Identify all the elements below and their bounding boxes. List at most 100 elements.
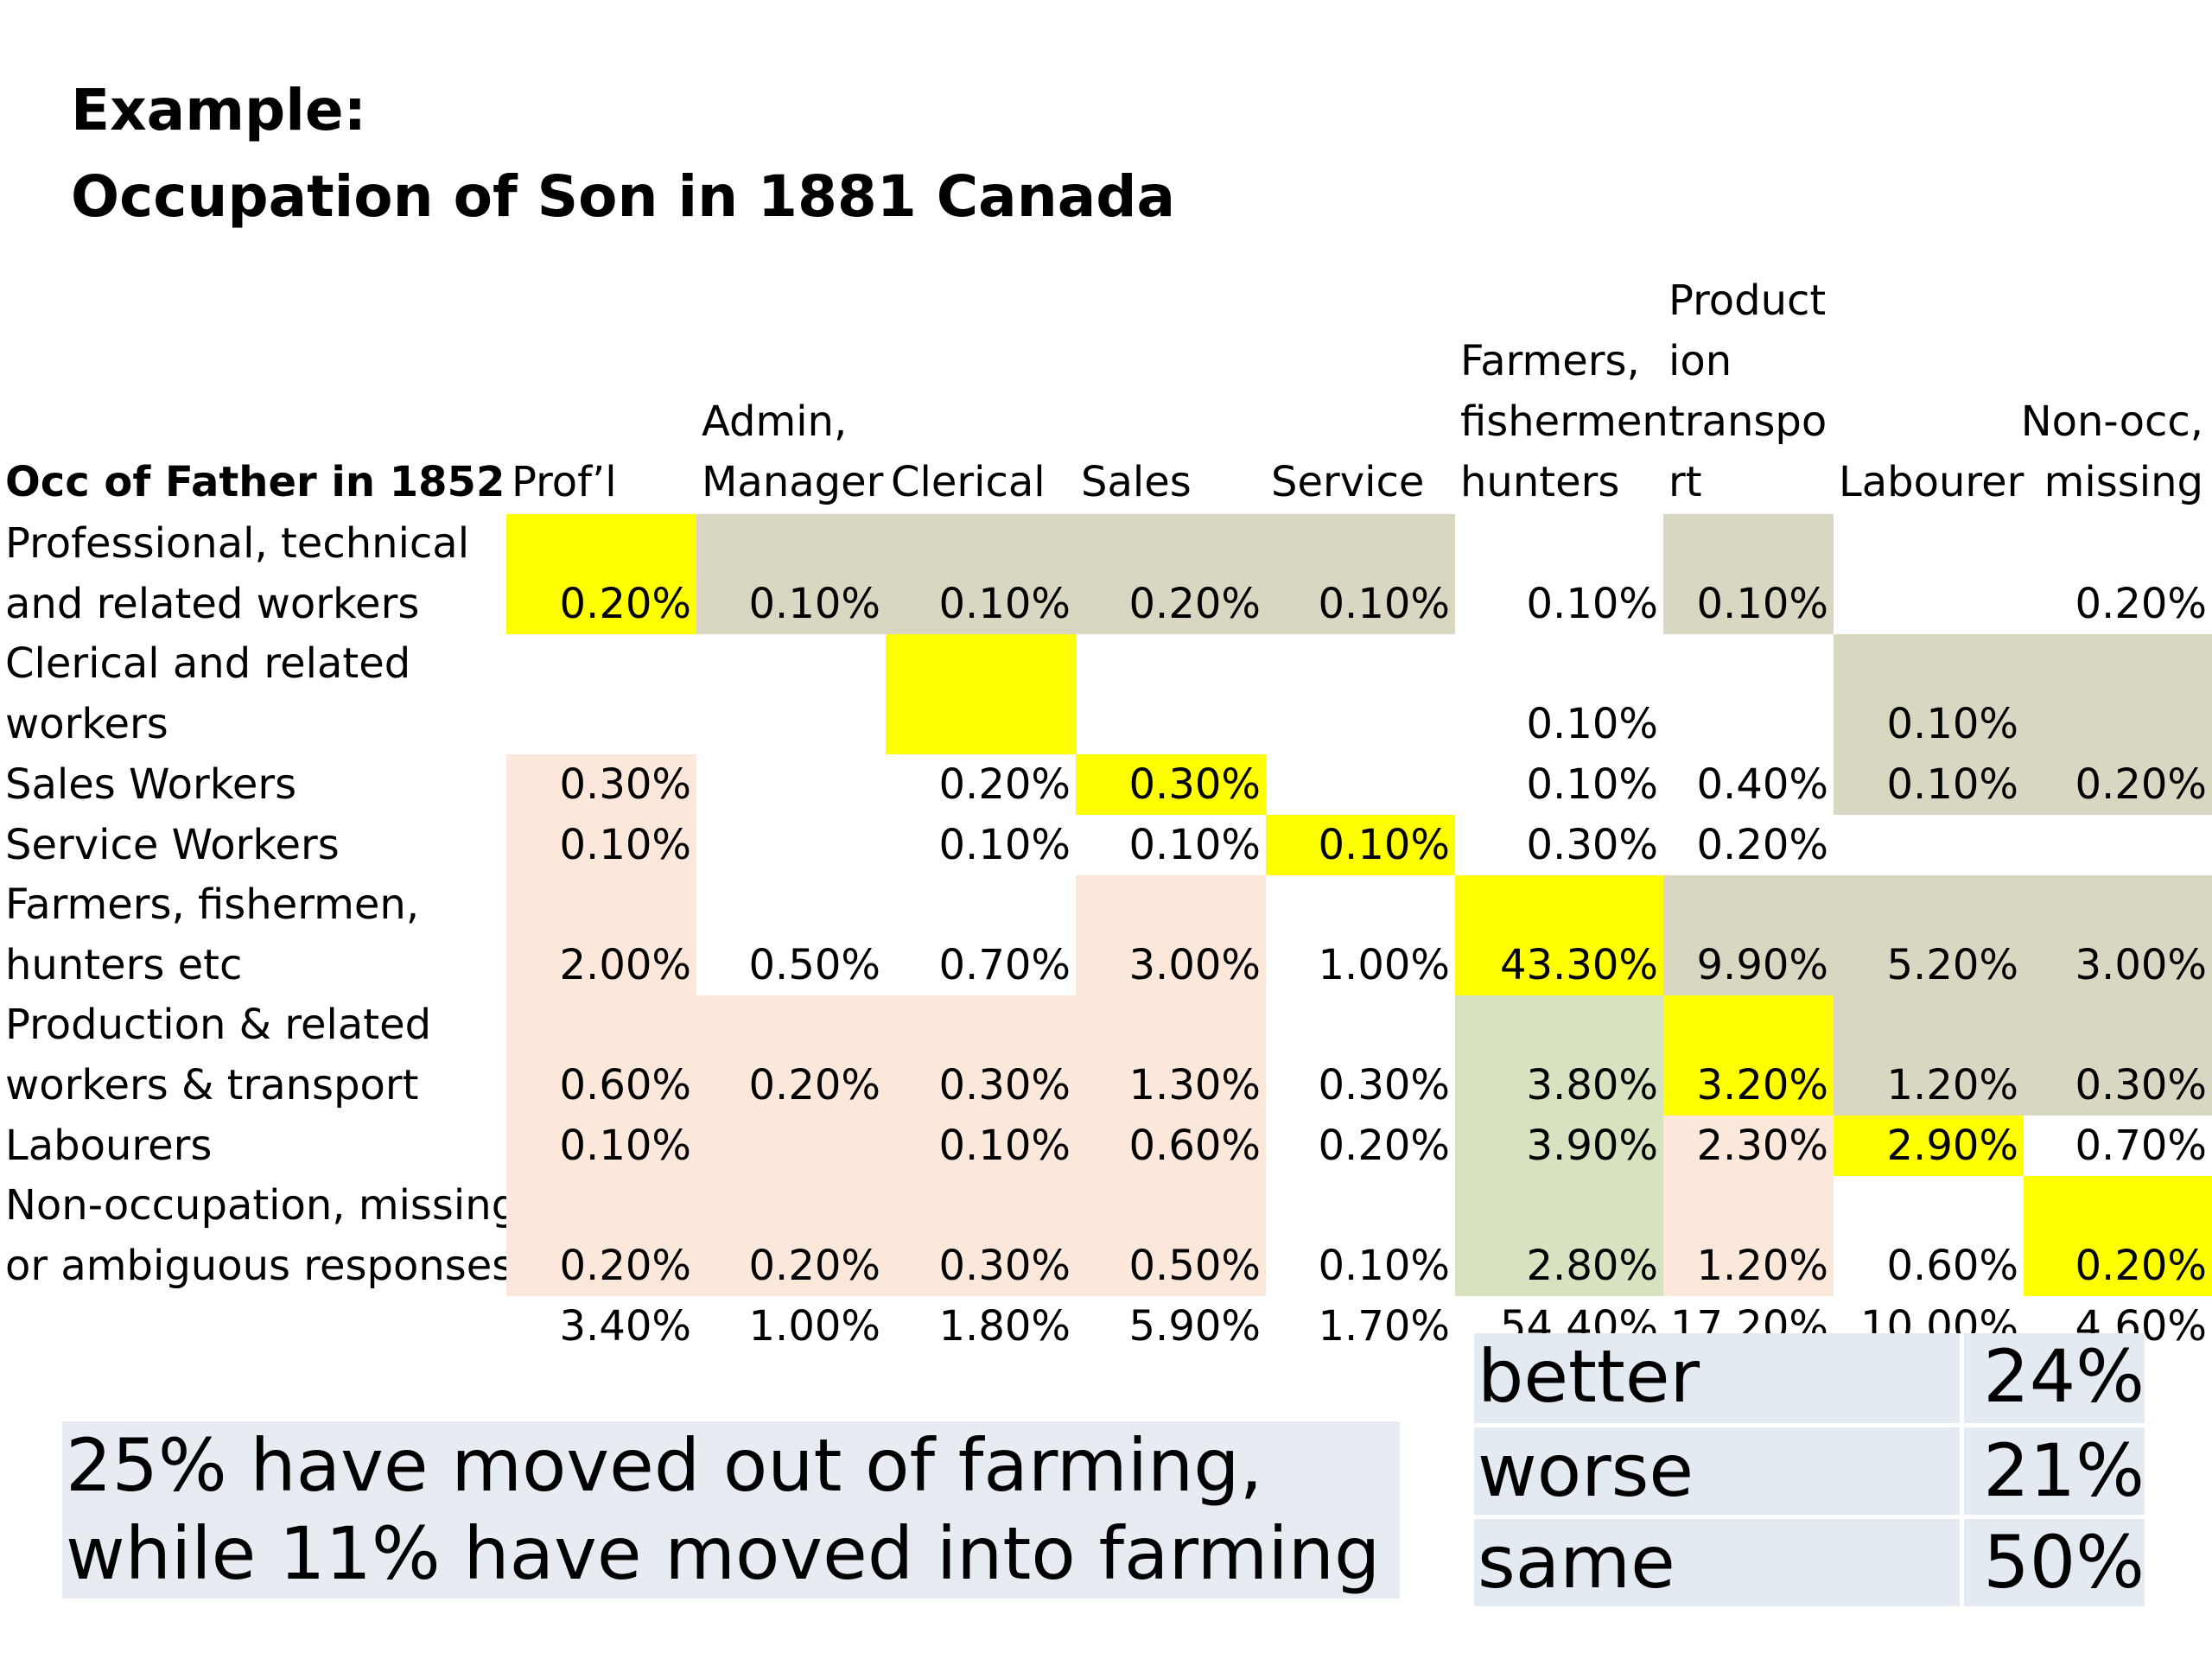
row-label-line: Farmers, fishermen, (5, 880, 420, 929)
stats-row-better: better 24% (1474, 1333, 2145, 1421)
stat-label: worse (1478, 1428, 1694, 1513)
table-cell: 0.20% (1266, 1116, 1455, 1176)
table-cell: 0.70% (2024, 1116, 2212, 1176)
table-cell: 9.90% (1663, 875, 1834, 995)
stat-label: better (1478, 1334, 1700, 1419)
row-label-lines: Labourers (5, 1116, 212, 1176)
table-cell: 0.60% (1834, 1176, 2024, 1296)
column-header: Farmers, fishermen hunters (1455, 268, 1669, 514)
table-cell: 0.10% (1834, 634, 2024, 754)
summary-line1: 25% have moved out of farming, (66, 1423, 1263, 1508)
table-cell-value: 0.20% (748, 1242, 880, 1290)
column-header-line: rt (1669, 458, 1702, 506)
table-cell: 0.60% (1076, 1116, 1266, 1176)
table-cell-value: 0.40% (1696, 760, 1828, 809)
table-cell: 0.60% (506, 995, 696, 1116)
table-cell (1266, 754, 1455, 815)
table-cell: 0.50% (1076, 1176, 1266, 1296)
table-cell (2024, 634, 2212, 754)
column-header: Non-occ, missing (2021, 268, 2212, 514)
table-cell-value: 0.30% (1318, 1061, 1450, 1109)
table-cell-value: 0.20% (559, 1242, 691, 1290)
table-cell-value: 2.00% (559, 941, 691, 989)
table-cell-value: 0.20% (2075, 760, 2207, 809)
table-cell: 0.30% (886, 1176, 1076, 1296)
table-cell-value: 0.10% (559, 821, 691, 869)
table-cell: 0.20% (2024, 754, 2212, 815)
table-cell (1834, 514, 2024, 634)
table-cell-value: 0.60% (559, 1061, 691, 1109)
table-cell: 0.10% (1663, 514, 1834, 634)
table-cell: 0.30% (886, 995, 1076, 1116)
column-header: Sales (1076, 268, 1266, 514)
row-label-line: Non-occupation, missing (5, 1181, 518, 1230)
column-header-lines: Sales (1081, 452, 1192, 512)
row-label-lines: Non-occupation, missing or ambiguous resp… (5, 1175, 518, 1296)
table-cell-value: 2.80% (1526, 1242, 1658, 1290)
table-cell: 0.10% (1266, 1176, 1455, 1296)
table-cell: 2.90% (1834, 1116, 2024, 1176)
table-cell-value: 0.60% (1128, 1122, 1261, 1170)
column-header-line: Farmers, (1460, 337, 1640, 385)
table-cell-value: 0.10% (1128, 821, 1261, 869)
mobility-table: Occ of Father in 1852 Prof’l Admin, Manager… (0, 268, 2212, 1365)
table-cell: 0.20% (2024, 1176, 2212, 1296)
column-header-line: Product (1669, 276, 1827, 325)
table-cell: 0.10% (506, 1116, 696, 1176)
stat-value: 50% (1983, 1520, 2145, 1605)
column-header-lines: Service (1271, 452, 1424, 512)
row-label-line: Sales Workers (5, 760, 297, 809)
slide-title: Example: Occupation of Son in 1881 Canad… (71, 67, 1175, 240)
row-label-lines: Service Workers (5, 815, 340, 875)
table-cell: 2.00% (506, 875, 696, 995)
table-cell: 0.20% (506, 1176, 696, 1296)
table-cell (1076, 634, 1266, 754)
table-cell-value: 0.30% (559, 760, 691, 809)
row-label-line: or ambiguous responses (5, 1242, 514, 1290)
table-cell-value: 3.00% (2075, 941, 2207, 989)
table-cell-value: 0.10% (559, 1122, 691, 1170)
table-cell-value: 0.60% (1886, 1242, 2018, 1290)
table-cell: 1.20% (1834, 995, 2024, 1116)
table-cell: 0.20% (696, 995, 886, 1116)
table-cell: 0.20% (886, 754, 1076, 815)
row-label-line: Production & related (5, 1001, 432, 1049)
column-total-value: 1.00% (748, 1302, 880, 1351)
table-cell: 3.00% (2024, 875, 2212, 995)
column-header-line: Clerical (891, 458, 1046, 506)
table-cell-value: 0.20% (559, 580, 691, 628)
table-cell-value: 0.20% (938, 760, 1071, 809)
table-cell-value: 0.30% (1526, 821, 1658, 869)
table-cell: 0.20% (2024, 514, 2212, 634)
column-header-lines: Non-occ, missing (2021, 391, 2203, 512)
column-header-line: ion (1669, 337, 1732, 385)
column-header-line: Admin, (702, 397, 848, 446)
stats-row-worse: worse 21% (1474, 1423, 2145, 1513)
column-header-line: Sales (1081, 458, 1192, 506)
table-cell-value: 9.90% (1696, 941, 1828, 989)
table-cell-value: 0.50% (1128, 1242, 1261, 1290)
table-cell-value: 0.10% (938, 1122, 1071, 1170)
row-label: Non-occupation, missing or ambiguous resp… (0, 1176, 518, 1296)
table-cell: 0.20% (696, 1176, 886, 1296)
table-cell: 0.30% (1076, 754, 1266, 815)
table-cell: 0.30% (506, 754, 696, 815)
table-cell: 3.00% (1076, 875, 1266, 995)
table-cell-value: 0.70% (938, 941, 1071, 989)
column-header: Admin, Manager (696, 268, 886, 514)
table-cell: 0.10% (1455, 634, 1663, 754)
row-label-line: workers (5, 700, 168, 748)
table-cell-value: 1.20% (1696, 1242, 1828, 1290)
table-cell: 3.80% (1455, 995, 1663, 1116)
table-cell-value: 0.20% (1128, 580, 1261, 628)
table-cell (696, 815, 886, 875)
table-cell (886, 634, 1076, 754)
table-cell: 1.00% (1266, 875, 1455, 995)
row-header-title-text: Occ of Father in 1852 (5, 458, 505, 506)
table-cell-value: 0.20% (748, 1061, 880, 1109)
table-cell-value: 3.90% (1526, 1122, 1658, 1170)
row-label-line: and related workers (5, 580, 420, 628)
column-header-line: Non-occ, (2020, 397, 2203, 446)
column-total-value: 1.70% (1318, 1302, 1450, 1351)
table-cell (696, 754, 886, 815)
